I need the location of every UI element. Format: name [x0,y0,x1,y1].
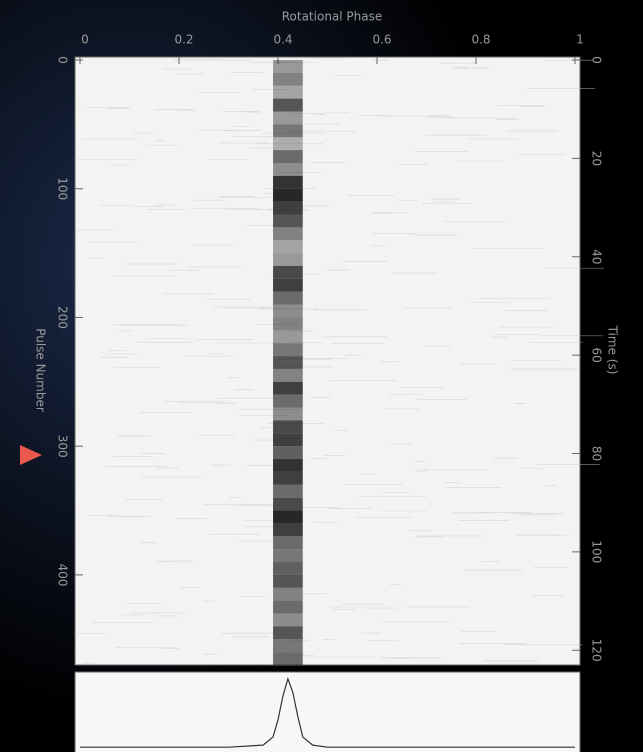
pulse-band [273,420,303,434]
pulse-band [273,240,303,254]
pulse-band [273,98,303,112]
pulse-band [273,433,303,447]
pointer-arrow [20,445,42,465]
noise [76,57,605,664]
y-tick-label: 300 [56,435,70,458]
pulse-band [273,111,303,125]
pulse-band [273,459,303,472]
pulse-band [273,407,303,421]
y-tick-label: 100 [56,177,70,200]
pulse-band [273,652,303,665]
pulse-band [273,343,303,357]
pulse-band [273,265,303,279]
pulse-band [273,484,303,498]
pulse-band [273,291,303,305]
pulse-band [273,85,303,99]
y2-tick-label: 0 [590,56,604,64]
y2-tick-label: 20 [590,151,604,166]
pulse-band [273,214,303,228]
y-tick-label: 200 [56,306,70,329]
pulse-band [273,381,303,395]
y-axis-label: Pulse Number [34,328,48,412]
pulse-band [273,162,303,176]
y-tick-label: 400 [56,563,70,586]
y2-tick-label: 80 [590,446,604,461]
x-tick-label: 0.6 [372,33,391,47]
pulse-band [273,613,303,627]
pulse-band [273,253,303,266]
y2-axis-label: Time (s) [606,325,620,375]
y-tick-label: 0 [56,56,70,64]
y2-tick-label: 120 [590,639,604,662]
y2-tick-label: 100 [590,540,604,563]
pulse-band [273,72,303,86]
pulse-band [273,175,303,189]
x-tick-label: 1 [576,33,584,47]
pulse-band [273,587,303,601]
profile-line [80,676,575,748]
y2-tick-label: 60 [590,347,604,362]
pulse-band [273,227,303,241]
x-tick-label: 0 [81,33,89,47]
pulse-band [273,60,303,73]
pulse-band [273,471,303,485]
pulse-band [273,574,303,588]
pulse-band [273,304,303,318]
pulse-band [273,356,303,369]
pulse-band [273,626,303,640]
x-tick-label: 0.2 [174,33,193,47]
pulse-band [273,137,303,151]
pulse-band [273,600,303,614]
pulse-band [273,536,303,550]
pulse-band [273,201,303,215]
pulse-band [273,394,303,408]
pulse-band [273,188,303,202]
pulse-band [273,497,303,511]
x-axis-label: Rotational Phase [282,10,383,24]
pulse-band [273,549,303,563]
pulse-band [273,330,303,344]
pulse-band [273,510,303,524]
x-tick-label: 0.8 [471,33,490,47]
pulse-band [273,368,303,382]
pulse-band [273,562,303,575]
y2-tick-label: 40 [590,249,604,264]
pulse-band [273,317,303,331]
pulse-band [273,150,303,163]
stack-frame [74,56,581,666]
pulse-band [273,639,303,653]
pulse-band [273,278,303,292]
x-tick-label: 0.4 [273,33,292,47]
pulse-band [273,124,303,138]
pulse-band [273,446,303,460]
pulse-band [273,523,303,537]
profile-frame [74,671,581,752]
